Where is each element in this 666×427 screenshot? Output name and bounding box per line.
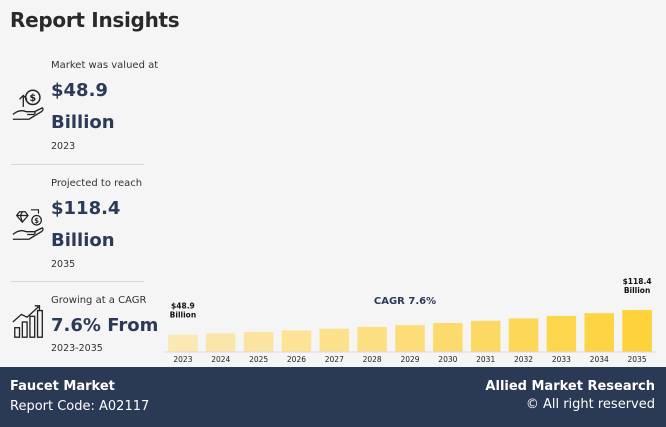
money-hand-icon: $ (12, 89, 44, 120)
stat-value: $118.4 (51, 198, 121, 219)
report-code: Report Code: A02117 (10, 399, 150, 414)
x-tick-label: 2025 (249, 355, 268, 364)
x-tick-label: 2030 (438, 355, 457, 364)
market-name: Faucet Market (10, 379, 115, 394)
bar-2024 (206, 333, 236, 352)
x-tick-label: 2034 (590, 355, 609, 364)
stat-value: 7.6% From (51, 315, 159, 336)
copyright-notice: © All right reserved (525, 397, 655, 412)
data-label-first: Billion (170, 311, 197, 320)
stat-unit: Billion (51, 230, 115, 251)
x-tick-label: 2031 (476, 355, 495, 364)
stat-unit: Billion (51, 112, 115, 133)
data-label-last: Billion (624, 286, 651, 295)
x-tick-label: 2026 (287, 355, 306, 364)
x-tick-labels: 2023 2024 2025 2026 2027 2028 2029 2030 2031 2032… (173, 355, 646, 364)
growth-hand-icon: $ (12, 209, 44, 240)
market-size-bar-chart: CAGR 7.6% 2023 2024 2025 2026 2027 2028 2029 20… (164, 277, 656, 364)
bars-group (168, 310, 652, 352)
x-tick-label: 2029 (400, 355, 419, 364)
stat-cagr: Growing at a CAGR 7.6% From 2023-2035 (8, 293, 158, 363)
svg-text:$: $ (29, 93, 36, 104)
bar-2027 (319, 328, 350, 352)
cagr-annotation: CAGR 7.6% (374, 296, 436, 307)
stat-projected-value: $ Projected to reach $118.4 Billion 2035 (8, 176, 158, 276)
x-tick-label: 2033 (552, 355, 571, 364)
data-label-last: $118.4 (623, 277, 652, 286)
svg-text:$: $ (34, 217, 39, 225)
bar-2031 (470, 320, 501, 352)
data-label-first: $48.9 (171, 302, 195, 311)
bar-2035 (622, 310, 652, 352)
stat-year: 2023-2035 (51, 343, 103, 354)
stat-year: 2035 (51, 259, 76, 270)
footer-banner: Faucet Market Report Code: A02117 Allied… (0, 367, 666, 427)
bar-2026 (281, 330, 312, 352)
bar-2025 (243, 331, 274, 352)
rising-bars-icon (12, 305, 43, 338)
stat-label: Growing at a CAGR (51, 295, 147, 306)
stat-value: $48.9 (51, 80, 108, 101)
x-tick-label: 2024 (211, 355, 230, 364)
stat-year: 2023 (51, 141, 76, 152)
bar-2029 (395, 325, 425, 352)
x-tick-label: 2027 (325, 355, 344, 364)
bar-2030 (433, 323, 463, 352)
page-title: Report Insights (10, 8, 180, 32)
bar-2034 (584, 313, 614, 352)
x-tick-label: 2035 (628, 355, 647, 364)
bar-2023 (168, 334, 198, 352)
bar-2028 (357, 326, 387, 352)
divider (11, 281, 144, 282)
x-tick-label: 2028 (363, 355, 382, 364)
bar-2033 (546, 315, 577, 352)
stat-label: Market was valued at (51, 60, 159, 71)
x-tick-label: 2032 (514, 355, 533, 364)
stat-label: Projected to reach (51, 178, 143, 189)
bar-2032 (508, 318, 539, 352)
divider (11, 164, 144, 165)
x-tick-label: 2023 (173, 355, 192, 364)
brand-name: Allied Market Research (485, 379, 655, 394)
stat-market-value: $ Market was valued at $48.9 Billion 202… (8, 58, 158, 158)
